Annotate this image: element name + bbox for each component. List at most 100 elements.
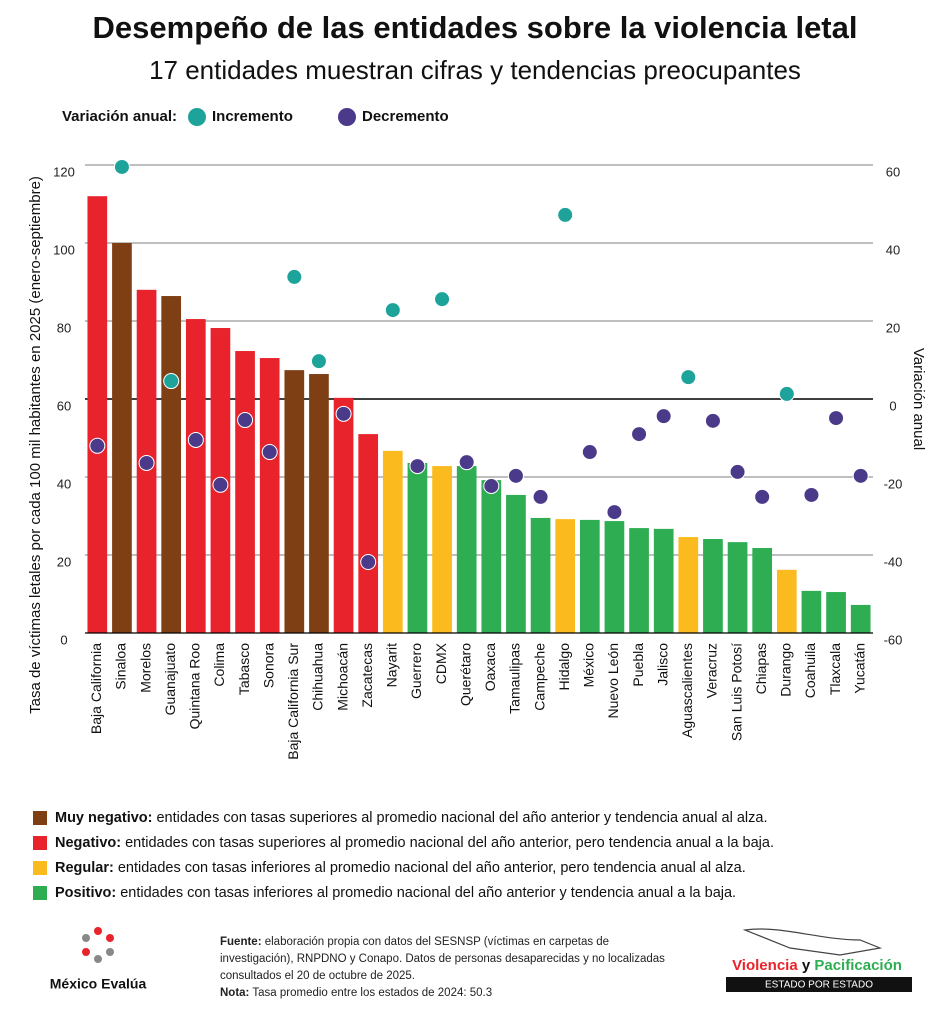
legend-label: Incremento — [212, 108, 293, 125]
chart-subtitle: 17 entidades muestran cifras y tendencia… — [149, 55, 801, 85]
y-tick-label: 40 — [57, 476, 71, 491]
y-tick-label: 100 — [53, 242, 75, 257]
y-tick-label: 0 — [60, 632, 67, 647]
y2-tick-label: 60 — [886, 164, 900, 179]
bar — [604, 521, 625, 633]
dot — [163, 373, 180, 390]
dot — [384, 302, 401, 319]
y2-tick-label: 0 — [889, 398, 896, 413]
dot — [754, 488, 771, 505]
x-tick-label: Jalisco — [654, 643, 670, 686]
x-tick-label: Quintana Roo — [187, 643, 203, 730]
bar — [185, 319, 206, 633]
bar — [850, 604, 871, 633]
dot — [507, 467, 524, 484]
y-tick-label: 60 — [57, 398, 71, 413]
y2-tick-label: 20 — [886, 320, 900, 335]
x-tick-label: Hidalgo — [556, 643, 572, 691]
dot — [286, 268, 303, 285]
org-logo — [82, 927, 114, 963]
dot — [187, 431, 204, 448]
bar — [432, 466, 452, 633]
dot — [828, 410, 845, 427]
y2-axis-label: Variación anual — [910, 348, 927, 450]
dot — [606, 504, 623, 521]
dot — [852, 467, 869, 484]
bar — [653, 528, 674, 633]
source-line: investigación), RNPDNO y Conapo. Datos d… — [220, 953, 665, 965]
org-name: México Evalúa — [50, 976, 147, 992]
dot — [261, 444, 278, 461]
dot — [434, 291, 451, 308]
legend-marker — [338, 108, 356, 126]
x-tick-label: Veracruz — [704, 643, 720, 698]
x-tick-label: Chihuahua — [310, 643, 326, 711]
dot — [310, 353, 327, 370]
legend-label: Decremento — [362, 108, 449, 125]
x-tick-label: Tamaulipas — [507, 643, 523, 714]
x-tick-label: Michoacán — [334, 643, 350, 711]
y-axis-label: Tasa de víctimas letales por cada 100 mi… — [27, 176, 44, 714]
bar — [161, 296, 182, 633]
legend-class-description: entidades con tasas superiores al promed… — [125, 835, 774, 851]
brand-bar — [726, 977, 912, 992]
brand-a: Violencia — [732, 957, 798, 974]
bar — [629, 528, 649, 633]
x-tick-label: Nuevo León — [605, 643, 621, 719]
bar — [284, 370, 305, 633]
x-tick-label: Morelos — [137, 643, 153, 693]
note-text: Tasa promedio entre los estados de 2024:… — [252, 987, 492, 999]
legend-class-name: Negativo: — [55, 835, 121, 851]
legend-class-name: Positivo: — [55, 885, 116, 901]
bar — [309, 374, 329, 633]
x-tick-label: Nayarit — [384, 643, 400, 687]
dot — [803, 486, 820, 503]
x-tick-label: CDMX — [433, 642, 449, 684]
bar — [776, 569, 797, 633]
source: Fuente: elaboración propia con datos del… — [220, 936, 609, 948]
x-tick-label: Aguascalientes — [679, 643, 695, 738]
legend-swatch — [33, 886, 47, 900]
dot — [360, 554, 377, 571]
y-tick-label: 80 — [57, 320, 71, 335]
dot — [704, 412, 721, 429]
y2-tick-label: 40 — [886, 242, 900, 257]
legend-entry: Muy negativo: entidades con tasas superio… — [55, 810, 768, 826]
legend-class-description: entidades con tasas inferiores al promed… — [120, 885, 736, 901]
bar — [481, 480, 502, 633]
dot — [335, 405, 352, 422]
x-tick-label: Chiapas — [753, 643, 769, 694]
x-tick-label: México — [581, 643, 597, 688]
x-tick-label: Baja California Sur — [285, 643, 301, 760]
dot — [138, 454, 155, 471]
y2-tick-label: -20 — [884, 476, 903, 491]
source-label: Fuente: — [220, 936, 262, 948]
brand-sub: ESTADO POR ESTADO — [765, 980, 873, 991]
source-line: elaboración propia con datos del SESNSP … — [265, 936, 609, 948]
y-tick-label: 20 — [57, 554, 71, 569]
bar — [506, 494, 526, 633]
x-tick-label: Yucatán — [851, 643, 867, 694]
bar — [752, 547, 773, 633]
bar — [87, 196, 108, 633]
bar — [382, 450, 403, 633]
x-tick-label: Baja California — [88, 643, 104, 734]
bar — [727, 542, 748, 633]
y2-tick-label: -60 — [884, 632, 903, 647]
y-tick-label: 120 — [53, 164, 75, 179]
legend-class-description: entidades con tasas inferiores al promed… — [118, 860, 746, 876]
x-tick-label: Zacatecas — [359, 643, 375, 708]
legend-class-description: entidades con tasas superiores al promed… — [156, 810, 767, 826]
bar — [235, 351, 255, 633]
bar — [555, 519, 576, 633]
bar — [678, 537, 699, 633]
legend-marker — [188, 108, 206, 126]
bar — [703, 539, 723, 633]
dot — [581, 444, 598, 461]
x-tick-label: Guanajuato — [162, 643, 178, 716]
dot — [778, 385, 795, 402]
chart-title: Desempeño de las entidades sobre la viol… — [93, 10, 858, 45]
dot — [483, 477, 500, 494]
brand: Violencia y Pacificación — [732, 957, 902, 974]
